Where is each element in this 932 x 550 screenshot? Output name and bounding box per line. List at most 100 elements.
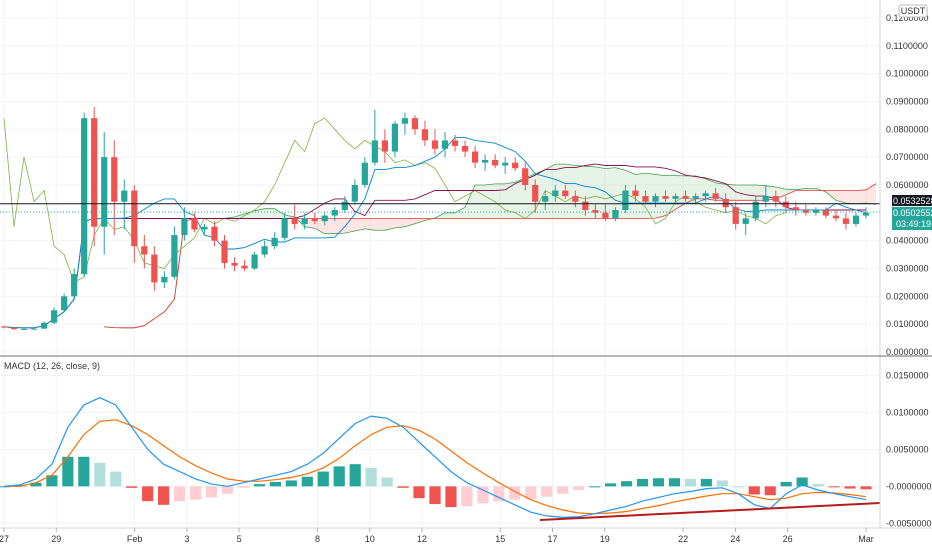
candle-body xyxy=(161,276,168,283)
candle-body xyxy=(632,190,639,197)
macd-histogram-bar xyxy=(748,486,760,495)
macd-axis[interactable]: 0.0150000 0.0100000 0.0050000 -0.0000000 -0.… xyxy=(886,370,932,528)
candle-body xyxy=(71,274,78,297)
candle-body xyxy=(361,162,368,185)
macd-legend[interactable]: MACD (12, 26, close, 9) xyxy=(4,361,100,371)
cloud-segment xyxy=(495,183,506,219)
last-price-label: 0.0502552 xyxy=(893,208,932,218)
cloud-segment xyxy=(384,218,395,231)
candle-body xyxy=(141,246,148,255)
macd-histogram-bar xyxy=(333,466,345,487)
date-tick-label: 22 xyxy=(678,534,688,544)
macd-histogram-bar xyxy=(525,486,537,499)
candle-body xyxy=(602,212,609,219)
macd-tick-label: -0.0050000 xyxy=(886,518,932,528)
macd-histogram-bar xyxy=(110,471,122,487)
cloud-segment xyxy=(445,212,456,219)
macd-histogram-bar xyxy=(349,464,361,487)
date-tick-label: 10 xyxy=(365,534,375,544)
date-axis[interactable]: 27 29 Feb 3 5 8 10 12 15 17 19 22 24 26 Mar xyxy=(0,528,874,544)
candle-body xyxy=(582,201,589,211)
candle-body xyxy=(612,210,619,219)
candle-body xyxy=(532,184,539,202)
date-tick-label: 5 xyxy=(237,534,242,544)
macd-histogram-bar xyxy=(700,478,712,487)
price-tick-label: 0.0300000 xyxy=(886,263,929,273)
candle-body xyxy=(281,218,288,238)
candle-body xyxy=(812,210,819,213)
macd-histogram-bar xyxy=(716,480,728,487)
macd-histogram-bar xyxy=(189,486,202,500)
macd-histogram-bar xyxy=(477,486,489,504)
candle-body xyxy=(542,196,549,202)
cloud-segment xyxy=(855,189,866,204)
cloud-segment xyxy=(264,208,275,219)
macd-histogram-bar xyxy=(605,483,617,487)
cloud-segment xyxy=(595,166,606,219)
macd-histogram-bar xyxy=(732,486,744,488)
price-tick-label: 0.0200000 xyxy=(886,291,929,301)
candle-body xyxy=(552,190,559,197)
macd-histogram-bar xyxy=(445,486,457,508)
macd-histogram-bar xyxy=(142,486,154,502)
candle-body xyxy=(381,140,388,152)
macd-histogram-bar xyxy=(796,477,808,487)
macd-histogram-bar xyxy=(397,486,409,488)
candle-body xyxy=(702,193,709,197)
candle-body xyxy=(471,151,479,163)
candle-body xyxy=(642,196,649,202)
macd-histogram-bar xyxy=(301,476,313,487)
date-tick-label: 27 xyxy=(0,534,9,544)
candle-body xyxy=(431,140,439,149)
trendline[interactable] xyxy=(539,502,881,521)
candle-body xyxy=(732,207,739,224)
macd-tick-label: -0.0000000 xyxy=(886,481,932,491)
date-tick-label: 12 xyxy=(417,534,427,544)
candle-body xyxy=(331,210,338,216)
price-axis[interactable]: 0.1200000 0.1100000 0.1000000 0.0900000 0.08… xyxy=(886,13,929,357)
date-tick-label: 17 xyxy=(548,534,558,544)
candle-body xyxy=(421,129,429,141)
candle-body xyxy=(862,212,870,216)
candle-body xyxy=(201,226,208,230)
macd-histogram-bar xyxy=(253,484,265,487)
candle-body xyxy=(682,196,689,199)
candle-body xyxy=(321,215,328,222)
cloud-segment xyxy=(374,218,385,231)
candle-body xyxy=(191,218,198,230)
candle-body xyxy=(662,196,669,199)
candle-body xyxy=(842,218,850,224)
candle-body xyxy=(81,118,88,275)
signal-line xyxy=(4,419,867,515)
macd-histogram-bar xyxy=(541,486,553,497)
macd-histogram-bar xyxy=(126,486,138,488)
candle-body xyxy=(562,190,569,197)
macd-histogram-bar xyxy=(652,478,665,487)
candle-body xyxy=(672,196,679,199)
date-tick-label: Mar xyxy=(858,534,874,544)
price-tick-label: 0.0400000 xyxy=(886,236,929,246)
macd-histogram-bar xyxy=(764,486,776,496)
cloud-segment xyxy=(364,218,375,231)
candle-body xyxy=(291,218,298,224)
date-tick-label: Feb xyxy=(127,534,143,544)
macd-histogram-bar xyxy=(94,462,106,487)
candle-body xyxy=(802,210,809,213)
candle-body xyxy=(351,184,358,202)
macd-histogram-bar xyxy=(285,480,297,487)
cloud-segment xyxy=(565,164,576,219)
candle-body xyxy=(0,326,8,328)
cloud-segment xyxy=(394,218,405,228)
cloud-segment xyxy=(324,218,335,234)
candle-body xyxy=(171,235,178,277)
macd-histogram-bar xyxy=(365,467,377,487)
currency-badge-box[interactable] xyxy=(898,4,928,18)
price-tick-label: 0.1100000 xyxy=(886,41,928,51)
candle-body xyxy=(20,328,28,330)
macd-histogram-bar xyxy=(684,478,696,487)
cloud-segment xyxy=(455,207,466,219)
currency-badge: USDT xyxy=(901,6,926,16)
candle-body xyxy=(772,196,779,202)
candle-body xyxy=(111,157,118,202)
